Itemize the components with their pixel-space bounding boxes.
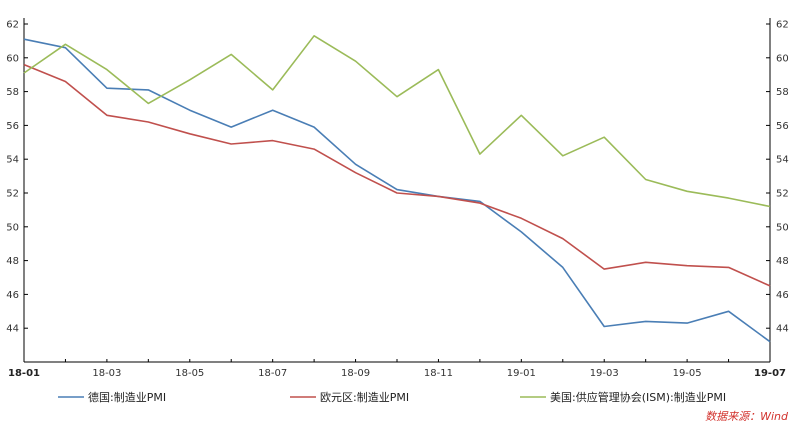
y-tick-label-left: 52 [6, 189, 19, 200]
y-tick-label-left: 48 [6, 256, 19, 267]
series-line-1 [23, 38, 771, 343]
y-tick-label-right: 44 [776, 324, 789, 335]
y-tick-label-left: 60 [6, 53, 19, 64]
series-lines [23, 34, 771, 343]
x-tick-label: 18-05 [175, 368, 204, 379]
series-line-3 [23, 34, 771, 208]
y-tick-label-right: 58 [776, 87, 789, 98]
legend: 德国:制造业PMI 欧元区:制造业PMI 美国:供应管理协会(ISM):制造业PMI [58, 390, 726, 404]
y-tick-label-right: 56 [776, 121, 789, 132]
x-tick-label: 19-07 [754, 368, 786, 379]
y-tick-label-right: 52 [776, 189, 789, 200]
y-tick-label-right: 46 [776, 290, 789, 301]
y-tick-label-right: 62 [776, 20, 789, 31]
x-tick-label: 18-07 [258, 368, 287, 379]
x-axis: 18-01 18-03 18-05 18-07 18-09 18-11 19-01 19-03… [8, 359, 786, 379]
y-tick-label-left: 62 [6, 20, 19, 31]
x-tick-label: 18-01 [8, 368, 40, 379]
x-tick-label: 18-03 [92, 368, 121, 379]
x-tick-label: 19-05 [673, 368, 702, 379]
y-tick-label-right: 48 [776, 256, 789, 267]
x-tick-label: 18-09 [341, 368, 370, 379]
y-tick-label-right: 54 [776, 155, 789, 166]
y-tick-label-left: 54 [6, 155, 19, 166]
y-tick-label-left: 44 [6, 324, 19, 335]
legend-label-3: 美国:供应管理协会(ISM):制造业PMI [550, 390, 726, 404]
y-tick-label-left: 46 [6, 290, 19, 301]
y-tick-label-right: 60 [776, 53, 789, 64]
y-tick-label-left: 50 [6, 222, 19, 233]
y-tick-label-left: 56 [6, 121, 19, 132]
source-note: 数据来源：Wind [705, 410, 789, 423]
legend-label-2: 欧元区:制造业PMI [320, 390, 409, 404]
x-tick-label: 19-03 [590, 368, 619, 379]
y-tick-label-right: 50 [776, 222, 789, 233]
x-tick-label: 18-11 [424, 368, 453, 379]
y-axis-left: 44 46 48 50 52 54 56 58 60 62 [6, 20, 28, 335]
x-tick-label: 19-01 [507, 368, 536, 379]
legend-label-1: 德国:制造业PMI [88, 390, 166, 404]
y-axis-right: 44 46 48 50 52 54 56 58 60 62 [766, 20, 789, 335]
y-tick-label-left: 58 [6, 87, 19, 98]
series-line-2 [23, 63, 771, 287]
